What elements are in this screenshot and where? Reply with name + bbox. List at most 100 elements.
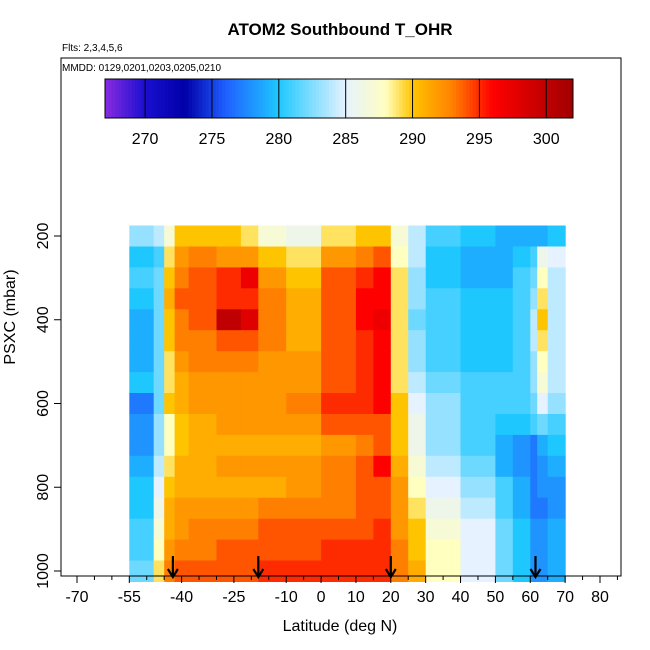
heatmap-cell [425, 309, 462, 331]
colorbar-segment [449, 79, 454, 118]
heatmap-cell [460, 434, 496, 457]
heatmap-cell [547, 309, 566, 331]
heatmap-cell [547, 414, 566, 436]
heatmap-cell [373, 225, 392, 247]
colorbar-segment [245, 79, 250, 118]
heatmap-cell [373, 351, 392, 373]
heatmap-cell [216, 539, 242, 562]
colorbar-segment [412, 79, 417, 118]
heatmap-cell [286, 518, 322, 541]
heatmap-cell [258, 560, 287, 582]
heatmap-cell [153, 476, 165, 499]
colorbar-segment [479, 79, 484, 118]
heatmap-cell [129, 330, 155, 352]
heatmap-cell [530, 455, 538, 478]
heatmap-cell [174, 414, 190, 436]
heatmap-cell [129, 393, 155, 415]
colorbar-tick-label: 300 [533, 131, 560, 148]
heatmap-cell [153, 288, 165, 310]
heatmap-cell [258, 476, 287, 499]
heatmap-cell [373, 497, 392, 520]
colorbar-segment [248, 79, 253, 118]
heatmap-cell [408, 267, 427, 289]
heatmap-cell [216, 288, 242, 310]
heatmap-cell [164, 246, 176, 268]
heatmap-cell [537, 455, 549, 478]
colorbar-segment [305, 79, 310, 118]
colorbar-segment [425, 79, 430, 118]
heatmap-cell [530, 246, 538, 268]
heatmap-cell [188, 351, 218, 373]
heatmap-cell [188, 539, 218, 562]
colorbar-segment [155, 79, 159, 118]
heatmap-cell [537, 309, 549, 331]
colorbar-segment [118, 79, 123, 118]
heatmap-cell [495, 309, 514, 331]
heatmap-cell [216, 434, 242, 457]
heatmap-cell [129, 351, 155, 373]
colorbar-segment [355, 79, 360, 118]
heatmap-cell [355, 267, 374, 289]
heatmap-cell [408, 560, 427, 582]
heatmap-cell [240, 267, 259, 289]
colorbar-segment [435, 79, 440, 118]
heatmap-cell [258, 455, 287, 478]
heatmap-cell [495, 288, 514, 310]
heatmap-cell [495, 267, 514, 289]
colorbar-segment [445, 79, 450, 118]
heatmap-cell [547, 497, 566, 520]
heatmap-cell [321, 497, 357, 520]
heatmap-cell [547, 225, 566, 247]
heatmap-cell [240, 225, 259, 247]
heatmap-cell [129, 372, 155, 394]
heatmap-cell [408, 455, 427, 478]
heatmap-cell [408, 330, 427, 352]
arrow-marker [252, 556, 265, 580]
colorbar-segment [211, 79, 216, 118]
colorbar-frame [104, 78, 574, 119]
colorbar-segment [559, 79, 564, 118]
heatmap-cell [512, 539, 531, 562]
heatmap-cell [164, 330, 176, 352]
heatmap-cell [216, 225, 242, 247]
heatmap-cell [460, 393, 496, 415]
colorbar-segment [476, 79, 480, 118]
heatmap-cell [460, 560, 496, 582]
heatmap-cell [164, 225, 176, 247]
heatmap-cell [390, 372, 409, 394]
heatmap-cell [495, 560, 514, 582]
heatmap-cell [537, 246, 549, 268]
heatmap-cell [512, 372, 531, 394]
colorbar-tick-label: 275 [199, 131, 226, 148]
heatmap-cell [240, 539, 259, 562]
heatmap-cell [240, 560, 259, 582]
heatmap-cell [164, 393, 176, 415]
colorbar-segment [141, 79, 146, 118]
heatmap-cell [188, 225, 218, 247]
heatmap-cell [425, 246, 462, 268]
colorbar-segment [168, 79, 173, 118]
heatmap-cell [321, 351, 357, 373]
colorbar-segment [282, 79, 287, 118]
heatmap-cell [321, 560, 357, 582]
colorbar-segment [111, 79, 116, 118]
colorbar-segment [315, 79, 320, 118]
heatmap-cell [390, 225, 409, 247]
heatmap-cell [408, 476, 427, 499]
colorbar-segment [312, 79, 317, 118]
heatmap-cell [286, 309, 322, 331]
heatmap-cell [164, 539, 176, 562]
heatmap-cell [188, 434, 218, 457]
colorbar-segment [362, 79, 367, 118]
heatmap-cell [355, 330, 374, 352]
y-axis-label: PSXC (mbar) [2, 269, 19, 364]
heatmap-cell [258, 330, 287, 352]
heatmap-cell [408, 309, 427, 331]
x-tick-label: 60 [521, 589, 539, 606]
colorbar-segment [238, 79, 243, 118]
heatmap-cell [258, 539, 287, 562]
heatmap-cell [530, 309, 538, 331]
heatmap-cell [390, 518, 409, 541]
heatmap-cell [286, 476, 322, 499]
heatmap-cell [537, 476, 549, 499]
